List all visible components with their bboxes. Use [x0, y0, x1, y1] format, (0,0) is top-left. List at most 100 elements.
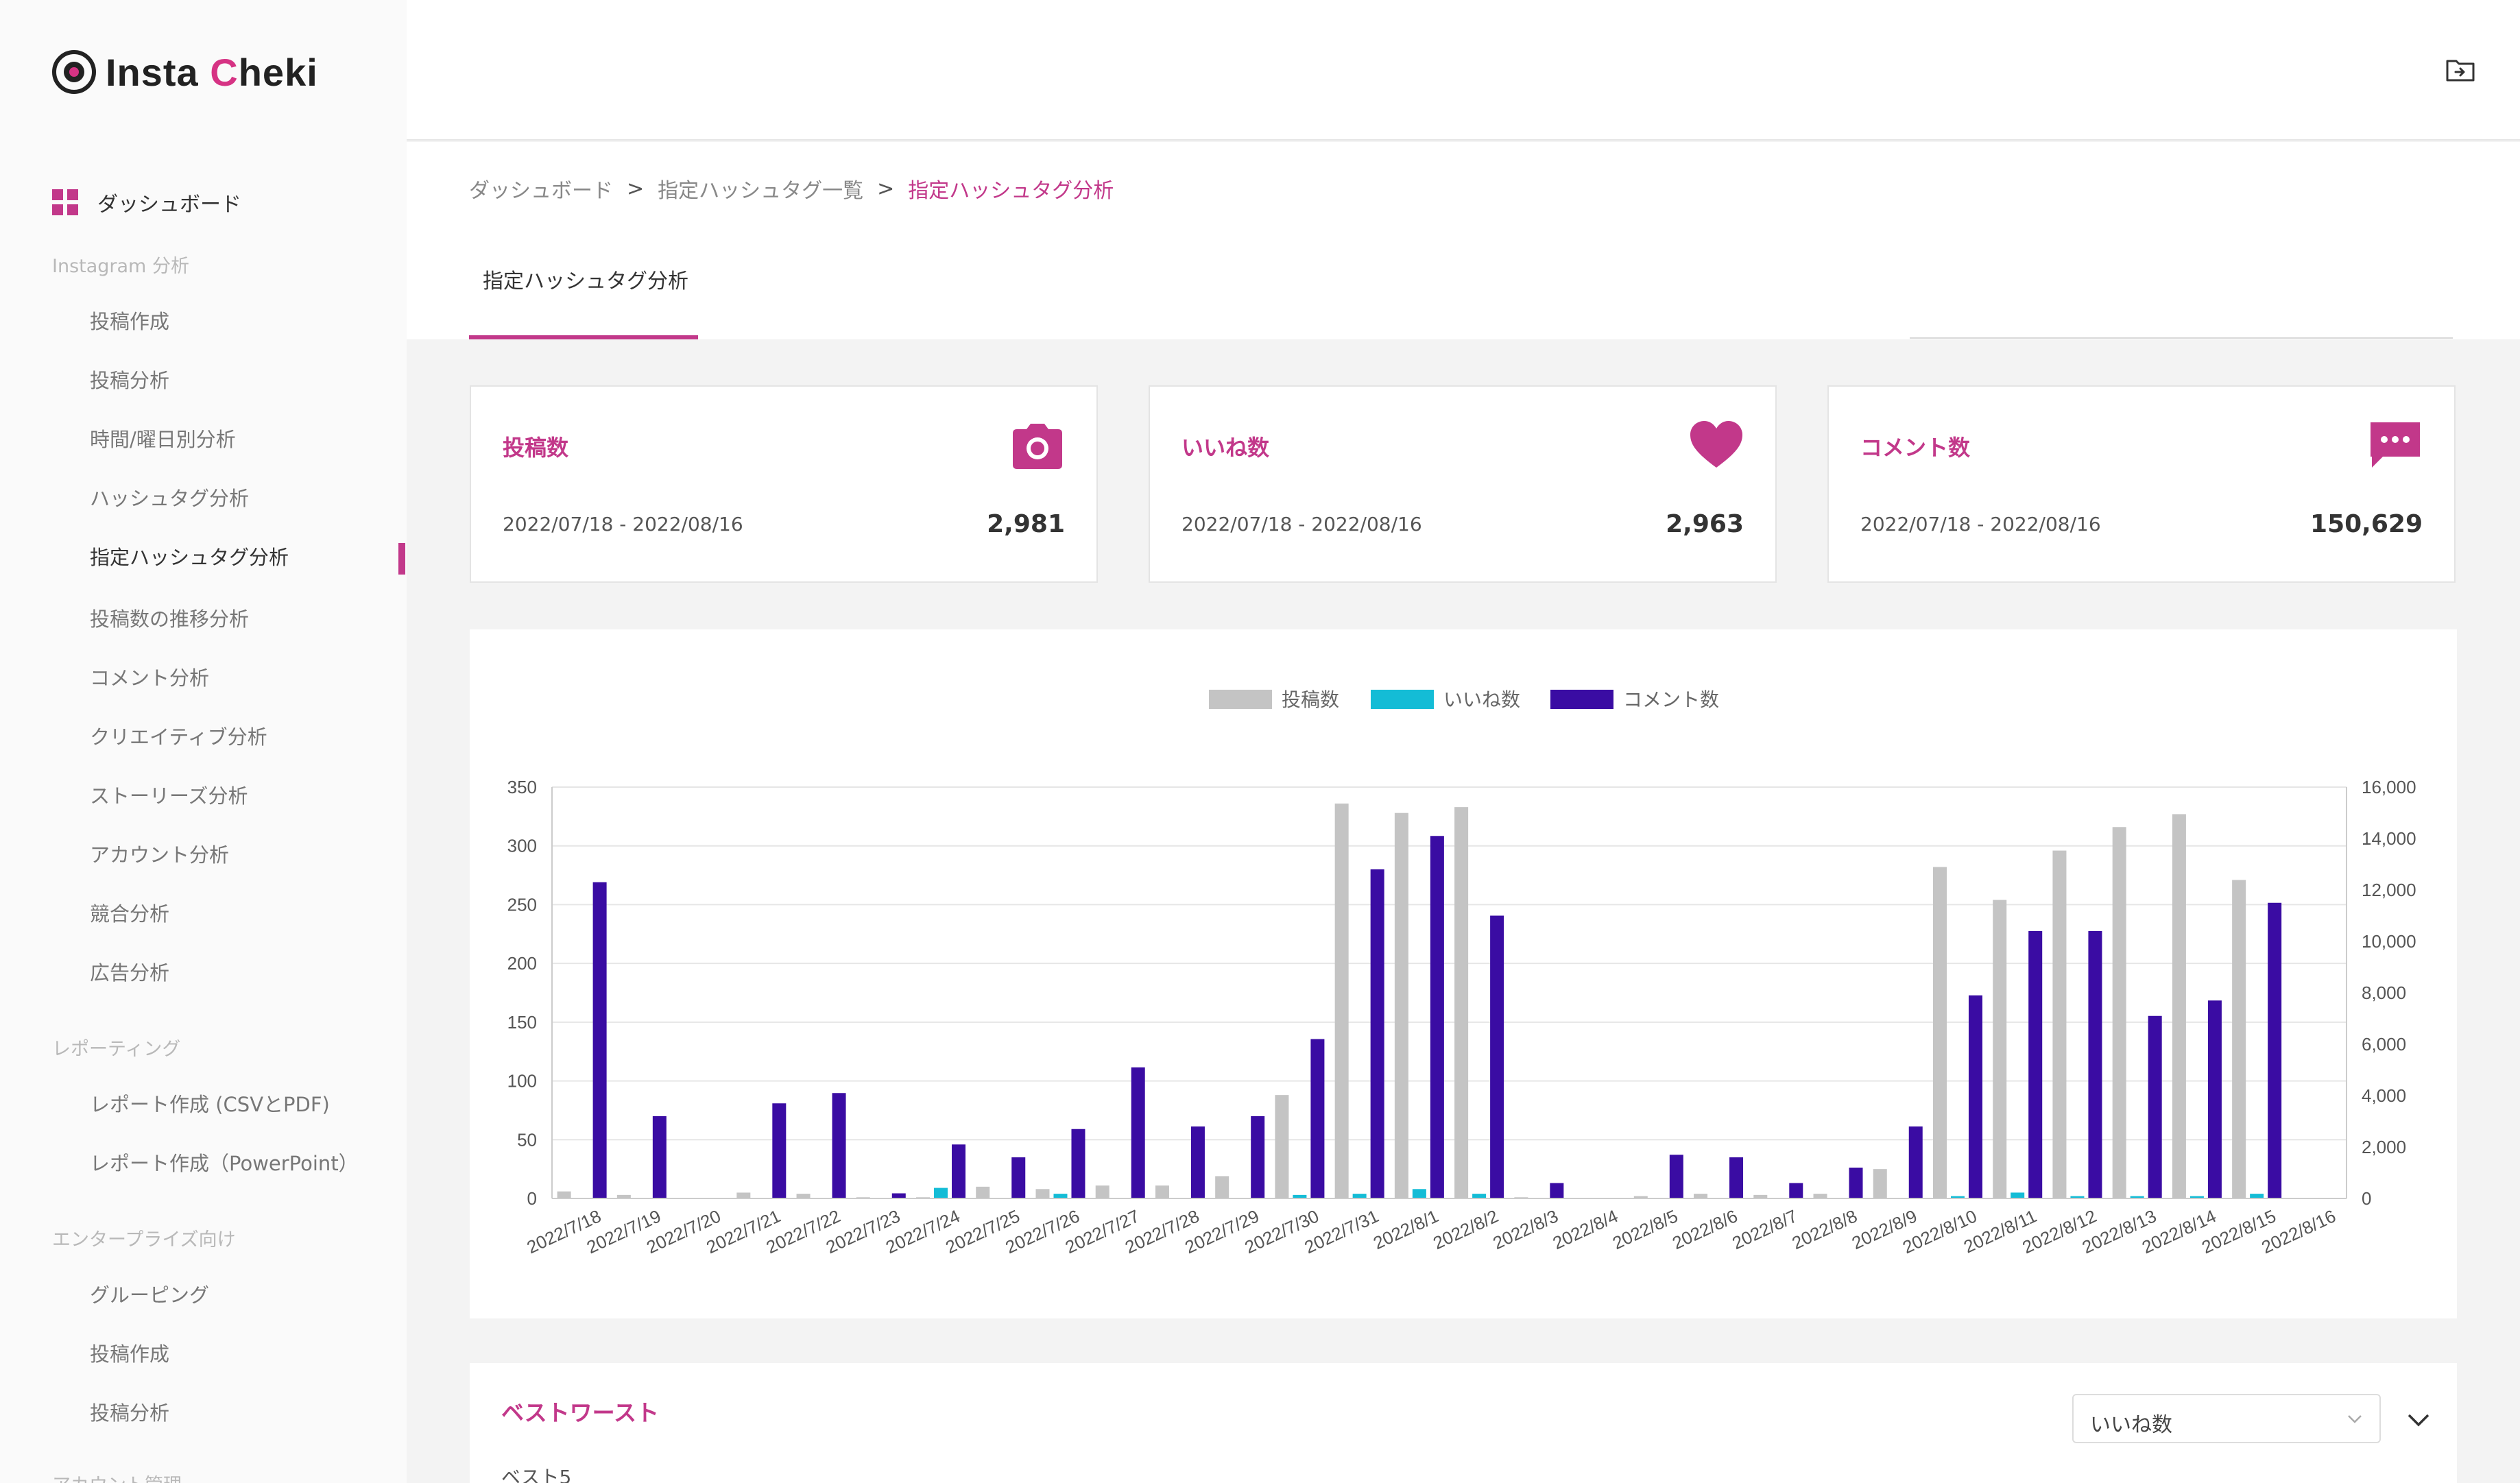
bar-comments: [2268, 902, 2282, 1198]
stat-card-likes: いいね数 2022/07/18 - 2022/08/16 2,963: [1149, 385, 1777, 583]
sidebar-item[interactable]: 投稿分析: [90, 1401, 170, 1425]
y-tick-right: 4,000: [2362, 1085, 2406, 1106]
y-tick-right: 8,000: [2362, 982, 2406, 1003]
bar-comments: [952, 1144, 966, 1198]
bar-comments: [1370, 869, 1384, 1198]
y-tick-right: 12,000: [2362, 880, 2416, 900]
bar-posts: [1873, 1169, 1887, 1198]
card-value: 2,981: [987, 510, 1065, 538]
bar-comments: [1968, 995, 1982, 1198]
bestworst-subtitle: ベスト5: [501, 1466, 572, 1483]
bar-likes: [2070, 1196, 2085, 1198]
x-tick-label: 2022/8/1: [1370, 1205, 1441, 1253]
bar-comments: [1071, 1129, 1085, 1198]
sidebar-item[interactable]: レポート作成（PowerPoint）: [90, 1152, 359, 1175]
sidebar-item[interactable]: ハッシュタグ分析: [90, 487, 250, 510]
chevron-down-icon: [2348, 1415, 2362, 1423]
tab-hashtag-analysis[interactable]: 指定ハッシュタグ分析: [469, 264, 698, 339]
legend-swatch: [1550, 690, 1613, 709]
breadcrumb-item[interactable]: ダッシュボード: [469, 179, 613, 203]
collapse-toggle-icon[interactable]: [2405, 1406, 2432, 1433]
y-tick-left: 100: [507, 1071, 537, 1092]
sidebar-section-title: エンタープライズ向け: [52, 1229, 236, 1251]
bar-posts: [976, 1186, 990, 1198]
bar-likes: [1950, 1196, 1965, 1198]
y-tick-right: 10,000: [2362, 931, 2416, 952]
sidebar-item[interactable]: レポート作成 (CSVとPDF): [90, 1093, 330, 1116]
bar-posts: [1813, 1194, 1827, 1198]
sidebar-item[interactable]: アカウント分析: [90, 843, 230, 867]
bar-likes: [2011, 1192, 2025, 1198]
breadcrumb: ダッシュボード > 指定ハッシュタグ一覧 > 指定ハッシュタグ分析: [469, 173, 1114, 204]
bar-comments: [772, 1103, 787, 1198]
breadcrumb-item[interactable]: 指定ハッシュタグ一覧: [658, 179, 864, 203]
logo-icon: [52, 50, 96, 94]
heart-icon: [1690, 421, 1742, 468]
metric-select[interactable]: いいね数: [2072, 1394, 2381, 1443]
bar-likes: [1472, 1194, 1487, 1198]
sidebar-item[interactable]: 投稿分析: [90, 369, 170, 392]
bar-comments: [1011, 1157, 1026, 1198]
stat-card-comments: コメント数 2022/07/18 - 2022/08/16 150,629: [1827, 385, 2456, 583]
bar-posts: [796, 1194, 811, 1198]
legend-swatch: [1371, 690, 1434, 709]
card-value: 150,629: [2310, 510, 2423, 538]
divider: [1910, 337, 2453, 339]
sidebar-item[interactable]: 投稿作成: [90, 310, 170, 333]
bar-comments: [592, 882, 607, 1198]
app-logo[interactable]: Insta Cheki: [52, 48, 318, 96]
sidebar-item[interactable]: グルーピング: [90, 1283, 210, 1307]
y-tick-right: 2,000: [2362, 1137, 2406, 1157]
chart-card: 0 50 100 150 200 250 300 350 0 2,000 4,000 6,000 8,0…: [470, 629, 2457, 1318]
bar-posts: [2172, 814, 2186, 1198]
bar-likes: [1053, 1194, 1068, 1198]
bar-likes: [2130, 1196, 2144, 1198]
bar-comments: [2207, 1000, 2222, 1198]
sidebar-item[interactable]: コメント分析: [90, 666, 210, 690]
sidebar-item[interactable]: 投稿数の推移分析: [90, 607, 250, 631]
sidebar-item[interactable]: 時間/曜日別分析: [90, 428, 236, 451]
sidebar-section-title: Instagram 分析: [52, 256, 189, 277]
top-header: [407, 0, 2520, 141]
legend-label: 投稿数: [1282, 689, 1339, 710]
breadcrumb-separator: >: [627, 176, 645, 201]
bar-likes: [1293, 1194, 1307, 1198]
bar-posts: [1215, 1176, 1229, 1198]
bar-posts: [736, 1192, 751, 1198]
app-name: Insta Cheki: [106, 50, 318, 94]
y-tick-right: 0: [2362, 1188, 2371, 1209]
dashboard-grid-icon: [52, 189, 78, 215]
sidebar-item[interactable]: 競合分析: [90, 902, 170, 926]
y-tick-left: 0: [527, 1188, 537, 1209]
card-title: いいね数: [1181, 435, 1270, 461]
bar-comments: [1908, 1126, 1923, 1198]
y-tick-left: 50: [517, 1129, 537, 1150]
bar-comments: [1849, 1168, 1863, 1198]
bar-posts: [2232, 880, 2246, 1198]
x-tick-label: 2022/8/6: [1669, 1205, 1740, 1253]
bar-comments: [1490, 915, 1504, 1198]
bar-posts: [1275, 1095, 1289, 1198]
sidebar-item-dashboard[interactable]: ダッシュボード: [52, 186, 241, 218]
card-date-range: 2022/07/18 - 2022/08/16: [1860, 513, 2101, 535]
folder-export-icon[interactable]: [2446, 58, 2475, 82]
bar-likes: [1352, 1194, 1367, 1198]
tab-underline: [469, 335, 698, 339]
sidebar-section-title: アカウント管理: [52, 1470, 182, 1483]
bar-posts: [1993, 900, 2007, 1198]
y-tick-left: 250: [507, 894, 537, 915]
sidebar-item[interactable]: クリエイティブ分析: [90, 725, 267, 749]
card-date-range: 2022/07/18 - 2022/08/16: [503, 513, 743, 535]
tab-label: 指定ハッシュタグ分析: [483, 269, 688, 293]
bar-comments: [1789, 1183, 1803, 1198]
bar-posts: [1694, 1194, 1708, 1198]
sidebar-item[interactable]: 投稿作成: [90, 1342, 170, 1366]
sidebar-item-label: ダッシュボード: [97, 193, 241, 217]
sidebar-item-active[interactable]: 指定ハッシュタグ分析: [90, 546, 289, 569]
y-tick-left: 200: [507, 953, 537, 974]
sidebar-item[interactable]: ストーリーズ分析: [90, 784, 248, 808]
sidebar-item[interactable]: 広告分析: [90, 961, 170, 985]
bestworst-card: ベストワースト ベスト5 いいね数: [470, 1363, 2457, 1483]
bar-likes: [1412, 1189, 1426, 1198]
bar-posts: [1454, 807, 1469, 1198]
